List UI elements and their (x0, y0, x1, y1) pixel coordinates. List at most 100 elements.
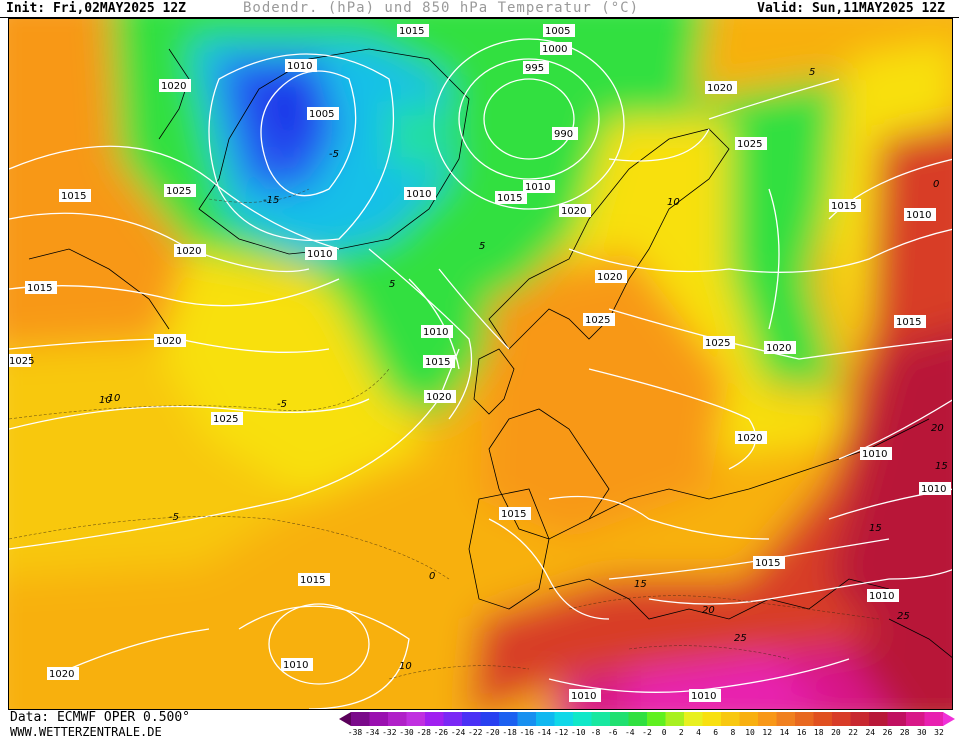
isobar-label: 1025 (703, 336, 735, 349)
isotherm-label: 20 (702, 605, 715, 616)
init-time-label: Init: Fri,02MAY2025 12Z (6, 1, 187, 16)
colorbar-tick-label: 24 (865, 728, 876, 737)
svg-text:1010: 1010 (307, 249, 332, 260)
svg-text:1020: 1020 (766, 343, 791, 354)
isotherm-label: 20 (931, 423, 944, 434)
colorbar-swatch (462, 712, 481, 726)
colorbar-swatch (388, 712, 407, 726)
colorbar-tick-label: 20 (831, 728, 841, 737)
isobar-label: 1010 (867, 589, 899, 602)
isobar-label: 1010 (919, 482, 951, 495)
isobar-label: 1010 (281, 658, 313, 671)
isobar-label: 1020 (154, 334, 186, 347)
isotherm-label: 25 (897, 611, 910, 622)
colorbar-swatch (887, 712, 907, 726)
svg-text:1015: 1015 (755, 558, 780, 569)
isotherm-lines (9, 188, 880, 680)
colorbar-swatch (443, 712, 463, 726)
weather-map[interactable]: 1015 1010 1020 1005 1005 1000 995 990 10… (8, 18, 953, 710)
colorbar-tick-label: -12 (553, 728, 569, 737)
svg-text:1020: 1020 (561, 206, 586, 217)
temperature-field (9, 19, 952, 709)
temperature-colorbar (339, 712, 955, 726)
svg-text:1020: 1020 (156, 336, 181, 347)
isobar-label: 1005 (307, 107, 339, 120)
isobar-label: 1000 (540, 42, 572, 55)
svg-text:1020: 1020 (426, 392, 451, 403)
colorbar-swatch (795, 712, 814, 726)
colorbar-tick-label: -14 (536, 728, 552, 737)
isobar-label: 1020 (424, 390, 456, 403)
colorbar-tick-label: -38 (347, 728, 363, 737)
colorbar-swatch (665, 712, 685, 726)
colorbar-swatch (850, 712, 870, 726)
svg-text:1025: 1025 (166, 186, 191, 197)
colorbar-swatch (684, 712, 703, 726)
colorbar-tick-label: 0 (661, 728, 667, 737)
colorbar-tick-label: 22 (848, 728, 858, 737)
svg-text:1010: 1010 (406, 189, 431, 200)
isotherm-label: 0 (933, 179, 939, 190)
svg-text:1010: 1010 (283, 660, 308, 671)
svg-text:1020: 1020 (597, 272, 622, 283)
isobar-label: 1020 (595, 270, 627, 283)
isobar-labels: 1015 1010 1020 1005 1005 1000 995 990 10… (9, 24, 951, 702)
svg-text:1015: 1015 (497, 193, 522, 204)
svg-text:1015: 1015 (501, 509, 526, 520)
svg-text:1025: 1025 (705, 338, 730, 349)
svg-text:1010: 1010 (571, 691, 596, 702)
colorbar-tick-label: -6 (607, 728, 618, 737)
colorbar-tick-label: 28 (899, 728, 910, 737)
isobar-label: 1025 (9, 354, 34, 367)
footer-bar: Data: ECMWF OPER 0.500° WWW.WETTERZENTRA… (0, 710, 959, 741)
colorbar-swatch (351, 712, 370, 726)
colorbar-tick-label: -8 (590, 728, 601, 737)
colorbar-swatch (369, 712, 389, 726)
isotherm-label: -5 (277, 399, 287, 410)
svg-text:1010: 1010 (423, 327, 448, 338)
svg-text:990: 990 (554, 129, 573, 140)
isobar-label: 1015 (499, 507, 531, 520)
colorbar-swatch (776, 712, 796, 726)
svg-text:1015: 1015 (27, 283, 52, 294)
header-bar: Init: Fri,02MAY2025 12Z Bodendr. (hPa) u… (0, 0, 959, 18)
colorbar-tick-label: -16 (519, 728, 534, 737)
isobar-label: 1025 (211, 412, 243, 425)
isobar-label: 1010 (689, 689, 721, 702)
svg-text:1020: 1020 (737, 433, 762, 444)
colorbar-tick-label: -22 (468, 728, 483, 737)
isobar-label: 1010 (904, 208, 936, 221)
isotherm-label: 25 (734, 633, 747, 644)
isotherm-label: -15 (263, 195, 279, 206)
colorbar-swatch (480, 712, 500, 726)
isobar-label: 1025 (164, 184, 196, 197)
colorbar-swatch (536, 712, 555, 726)
svg-text:1010: 1010 (862, 449, 887, 460)
svg-text:1010: 1010 (869, 591, 894, 602)
isobar-label: 1015 (829, 199, 861, 212)
isobar-label: 1010 (421, 325, 453, 338)
isotherm-label: 0 (429, 571, 435, 582)
colorbar-swatch (425, 712, 444, 726)
isobar-label: 1010 (860, 447, 892, 460)
svg-text:1020: 1020 (707, 83, 732, 94)
colorbar-labels: -38 -34 -32 -30 -28 -26 -24 -22 -20 -18 -16 -14 -12-… (339, 728, 955, 740)
isobar-label: 1010 (404, 187, 436, 200)
svg-text:1020: 1020 (49, 669, 74, 680)
colorbar-tick-label: 6 (713, 728, 719, 737)
colorbar-swatch (517, 712, 537, 726)
isotherm-labels: -15 -10 -5 -5 0 5 10 10 5 5 10 15 15 20 … (99, 67, 948, 672)
colorbar-swatch (739, 712, 759, 726)
svg-text:1010: 1010 (921, 484, 946, 495)
svg-text:1010: 1010 (287, 61, 312, 72)
colorbar-tick-label: -18 (502, 728, 517, 737)
isotherm-label: -5 (169, 512, 179, 523)
svg-text:1005: 1005 (545, 26, 570, 37)
svg-text:1015: 1015 (300, 575, 325, 586)
svg-text:1025: 1025 (213, 414, 238, 425)
website-label: WWW.WETTERZENTRALE.DE (10, 725, 162, 739)
colorbar-tick-label: -20 (485, 728, 500, 737)
isobar-label: 1015 (25, 281, 57, 294)
isobar-label: 1010 (305, 247, 337, 260)
isotherm-label: -10 (104, 393, 120, 404)
